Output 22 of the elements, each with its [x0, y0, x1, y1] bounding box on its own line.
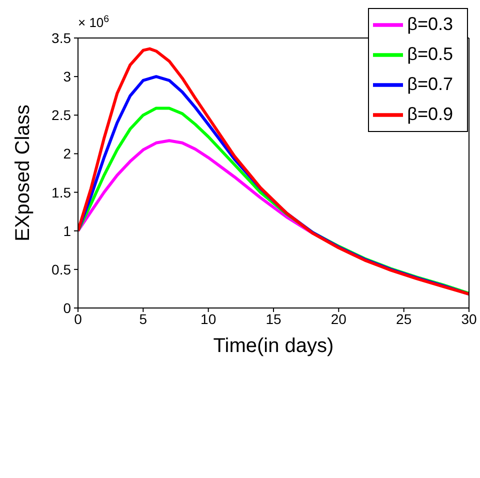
legend-label: β=0.7	[407, 74, 453, 94]
y-tick-label: 1	[63, 222, 72, 239]
x-axis-title: Time(in days)	[213, 335, 334, 357]
text: × 10$^{6}$	[78, 14, 110, 30]
y-axis-title: EXposed Class	[12, 104, 34, 242]
y-tick-label: 0.5	[52, 261, 72, 278]
legend-label: β=0.9	[407, 104, 453, 124]
x-tick-label: 10	[200, 310, 216, 327]
legend-label: β=0.3	[407, 14, 453, 34]
x-tick-label: 15	[266, 310, 282, 327]
y-tick-label: 3.5	[52, 30, 72, 46]
y-tick-label: 2	[63, 146, 72, 162]
legend-label: β=0.5	[407, 44, 453, 64]
y-tick-label: 1.5	[52, 184, 72, 200]
y-tick-label: 0	[63, 300, 72, 316]
y-tick-label: 3	[63, 68, 72, 85]
x-tick-label: 25	[396, 310, 412, 327]
x-tick-label: 5	[139, 310, 148, 327]
x-tick-label: 30	[461, 310, 477, 327]
x-tick-label: 0	[74, 310, 82, 327]
x-tick-label: 20	[330, 310, 347, 327]
y-tick-label: 2.5	[52, 107, 72, 124]
